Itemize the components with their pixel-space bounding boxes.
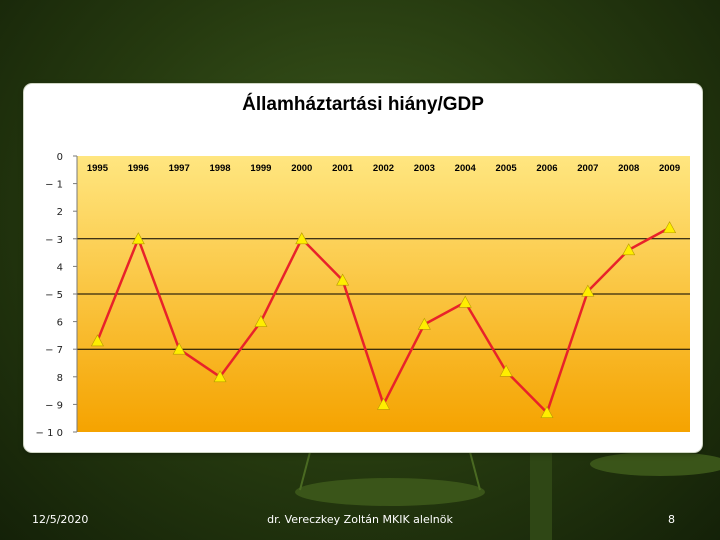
x-tick-label: 1996	[128, 163, 149, 174]
x-tick-label: 2000	[291, 163, 312, 174]
data-point-marker	[540, 406, 554, 418]
x-tick-label: 2003	[414, 163, 435, 174]
chart-panel: Államháztartási hiány/GDP 0 − 1 2 − 3 4 − 5 6 −…	[24, 84, 702, 452]
x-tick-label: 2008	[618, 163, 639, 174]
page-number: 8	[668, 513, 675, 526]
scale-chain	[299, 451, 311, 491]
x-tick-label: 2009	[659, 163, 680, 174]
x-tick-label: 1999	[250, 163, 271, 174]
scale-pan-left	[295, 478, 485, 506]
data-point-marker	[172, 342, 186, 355]
x-tick-label: 2004	[455, 163, 477, 174]
y-tick-label: 6	[57, 318, 63, 329]
data-point-marker	[458, 295, 472, 308]
data-point-marker	[336, 273, 350, 286]
y-tick-label: − 1 0	[36, 428, 63, 439]
x-tick-label: 2005	[496, 163, 518, 174]
data-point-marker	[581, 284, 595, 297]
y-tick-label: − 9	[45, 400, 63, 411]
footer-date: 12/5/2020	[32, 513, 89, 526]
scale-pan-right	[590, 452, 720, 476]
x-tick-label: 2007	[577, 163, 598, 174]
chart-area: 0 − 1 2 − 3 4 − 5 6 − 7 8 − 9 − 1 0 1995 1996 1997 199…	[36, 152, 690, 439]
y-tick-label: − 1	[45, 180, 63, 191]
scale-pillar	[530, 452, 552, 540]
data-point-marker	[90, 334, 104, 347]
data-point-marker	[376, 397, 391, 410]
data-point-marker	[213, 370, 227, 383]
data-point-marker	[663, 221, 677, 234]
x-tick-label: 2002	[373, 163, 394, 174]
data-point-marker	[254, 314, 268, 327]
data-point-marker	[131, 232, 145, 245]
x-tick-label: 1997	[169, 163, 190, 174]
y-tick-label: 2	[57, 207, 63, 218]
data-point-marker	[499, 364, 513, 377]
scale-chain	[469, 451, 481, 491]
chart-title: Államháztartási hiány/GDP	[242, 94, 484, 115]
x-tick-label: 2006	[536, 163, 557, 174]
y-tick-label: 8	[57, 373, 63, 384]
y-tick-label: − 3	[45, 235, 63, 246]
x-tick-label: 1998	[209, 163, 230, 174]
footer-author: dr. Vereczkey Zoltán MKIK alelnök	[267, 513, 453, 526]
data-point-marker	[622, 243, 636, 256]
data-point-marker	[417, 317, 431, 330]
y-tick-label: − 5	[45, 290, 63, 301]
x-tick-label: 2001	[332, 163, 354, 174]
y-tick-label: − 7	[45, 345, 63, 356]
y-tick-label: 4	[57, 262, 63, 273]
x-tick-label: 1995	[87, 163, 109, 174]
y-tick-label: 0	[57, 152, 63, 163]
data-point-marker	[295, 232, 309, 245]
